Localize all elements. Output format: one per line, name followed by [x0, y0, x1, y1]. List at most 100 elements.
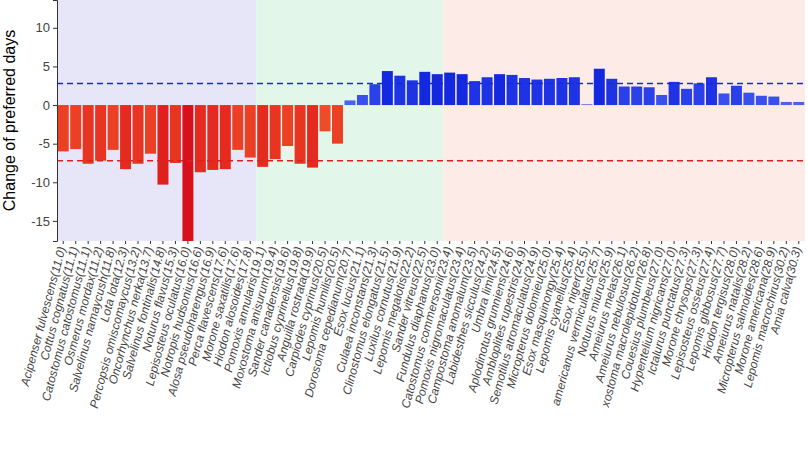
x-tick-mark [462, 241, 463, 244]
chart-svg: -15-10-50510Acipenser fulvescens(11.0)Co… [0, 0, 808, 455]
x-tick-mark [512, 241, 513, 244]
x-tick-mark [711, 241, 712, 244]
bar [432, 74, 443, 105]
bar [743, 93, 754, 105]
y-axis-title: Change of preferred days [1, 30, 18, 211]
bar [718, 93, 729, 105]
y-tick-label: -10 [31, 175, 50, 190]
y-tick-label: 10 [36, 20, 50, 35]
x-tick-mark [237, 241, 238, 244]
x-tick-mark [723, 241, 724, 244]
x-tick-mark [661, 241, 662, 244]
x-tick-mark [175, 241, 176, 244]
x-tick-mark [113, 241, 114, 244]
x-tick-mark [200, 241, 201, 244]
x-tick: Amia calva(30.3) [767, 241, 804, 337]
bar [494, 74, 505, 105]
region-band [57, 0, 256, 241]
y-axis: -15-10-50510 [31, 1, 57, 242]
x-tick-mark [536, 241, 537, 244]
bar [631, 87, 642, 106]
x-tick-mark [561, 241, 562, 244]
bar [369, 84, 380, 105]
x-tick-mark [686, 241, 687, 244]
bar [58, 105, 69, 151]
y-tick: -15 [31, 214, 57, 229]
y-tick-mark [53, 182, 57, 183]
chart-container: -15-10-50510Acipenser fulvescens(11.0)Co… [0, 0, 808, 455]
reference-line [57, 160, 805, 162]
x-tick-mark [674, 241, 675, 244]
bar [619, 87, 630, 106]
y-tick-mark [53, 105, 57, 106]
x-tick-mark [63, 241, 64, 244]
bar [220, 105, 231, 169]
x-tick-mark [424, 241, 425, 244]
x-tick-label: Amia calva(30.3) [767, 245, 804, 337]
x-tick-mark [624, 241, 625, 244]
x-tick-mark [499, 241, 500, 244]
x-tick-mark [387, 241, 388, 244]
x-tick-mark [275, 241, 276, 244]
x-axis: Acipenser fulvescens(11.0)Cottus cognatu… [18, 241, 806, 410]
bar [270, 105, 281, 159]
bar [781, 102, 792, 105]
bar [681, 89, 692, 105]
region-band [256, 0, 443, 241]
x-tick-mark [474, 241, 475, 244]
x-tick-mark [524, 241, 525, 244]
x-tick-mark [212, 241, 213, 244]
bar [182, 105, 193, 241]
bar [282, 105, 293, 146]
x-tick-mark [611, 241, 612, 244]
bar [594, 69, 605, 105]
y-tick-mark [53, 66, 57, 67]
x-tick-mark [162, 241, 163, 244]
bar [133, 105, 144, 164]
bar [70, 105, 81, 149]
bar [669, 82, 680, 105]
y-tick-mark [53, 28, 57, 29]
bar [556, 78, 567, 105]
x-tick-mark [586, 241, 587, 244]
bar [694, 83, 705, 105]
bar [83, 105, 94, 164]
x-tick-mark [748, 241, 749, 244]
x-tick-mark [549, 241, 550, 244]
bar [644, 87, 655, 105]
bar [382, 71, 393, 105]
y-tick-label: 0 [43, 98, 50, 113]
y-tick: 10 [36, 20, 57, 35]
bar [245, 105, 256, 158]
bar [232, 105, 243, 150]
region-band [443, 0, 805, 241]
x-tick-mark [487, 241, 488, 244]
x-tick-mark [574, 241, 575, 244]
plot-area [57, 0, 805, 241]
bar [706, 77, 717, 105]
x-tick-mark [786, 241, 787, 244]
x-tick-mark [262, 241, 263, 244]
x-tick-mark [449, 241, 450, 244]
x-tick-mark [225, 241, 226, 244]
bar [756, 96, 767, 105]
x-tick-mark [75, 241, 76, 244]
bar [507, 75, 518, 105]
y-tick-label: -5 [38, 136, 50, 151]
y-tick: -5 [38, 136, 57, 151]
y-tick: -10 [31, 175, 57, 190]
bar [320, 105, 331, 131]
x-tick-mark [100, 241, 101, 244]
y-axis-line [53, 1, 58, 242]
x-tick-mark [150, 241, 151, 244]
bar [307, 105, 318, 168]
x-tick-mark [300, 241, 301, 244]
x-tick-mark [412, 241, 413, 244]
bar [419, 72, 430, 105]
bar [170, 105, 181, 163]
y-tick: 0 [43, 98, 57, 113]
bar [569, 77, 580, 105]
y-tick-label: -15 [31, 214, 50, 229]
x-tick-mark [287, 241, 288, 244]
bar [295, 105, 306, 164]
